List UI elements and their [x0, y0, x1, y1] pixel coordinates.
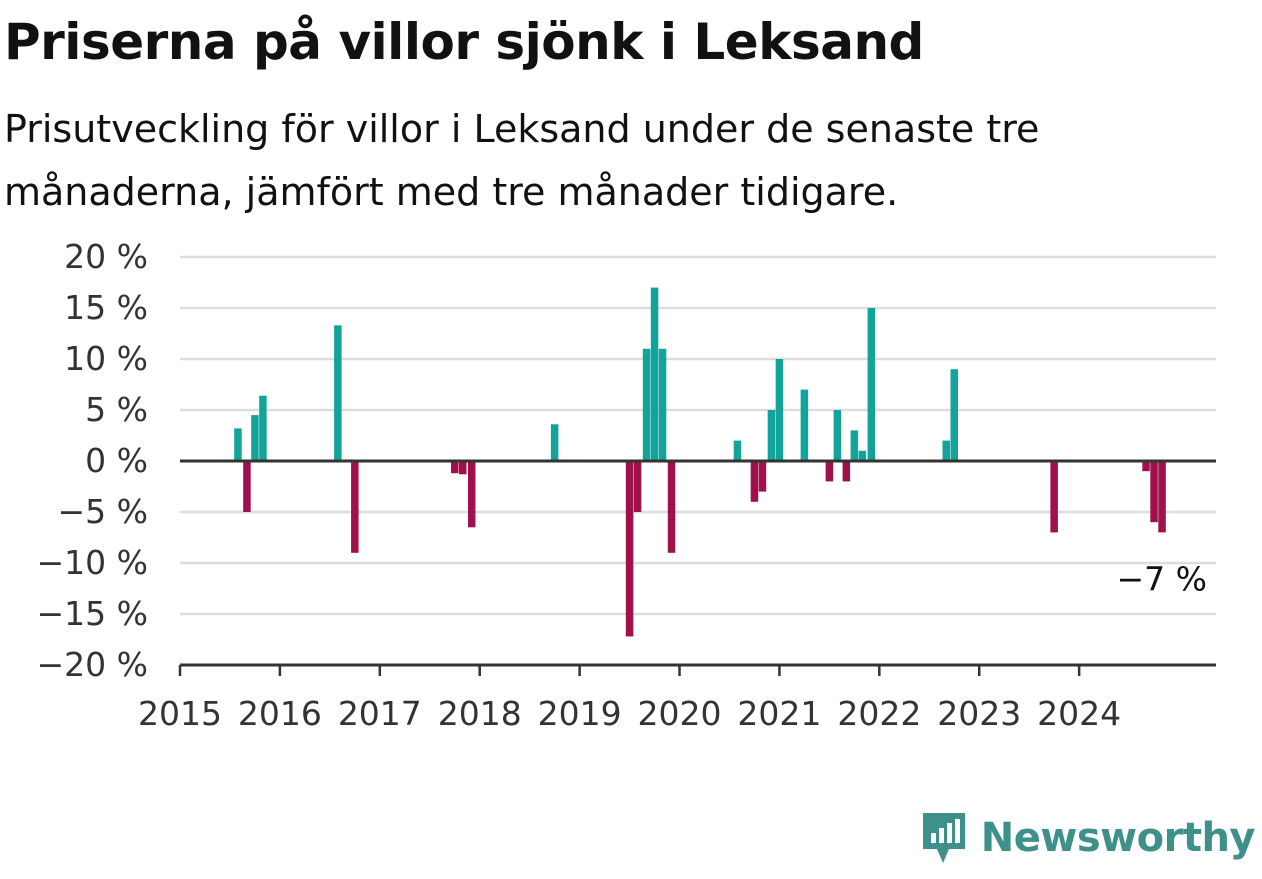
bar: [550, 424, 559, 461]
bar: [467, 461, 476, 528]
x-tick-label: 2016: [238, 694, 322, 733]
bar: [351, 461, 359, 553]
axes: [178, 459, 1216, 676]
bar: [243, 461, 251, 512]
bar: [234, 428, 242, 461]
bar: [775, 359, 784, 461]
bar: [767, 410, 776, 461]
chart-title: Priserna på villor sjönk i Leksand: [4, 13, 924, 71]
x-tick-label: 2022: [837, 694, 921, 733]
brand-name: Newsworthy: [980, 815, 1256, 861]
bar: [950, 369, 959, 461]
bar: [334, 325, 342, 461]
bar: [458, 461, 467, 475]
bars: [234, 287, 1166, 637]
bar: [1142, 461, 1150, 472]
newsworthy-logo-icon: [922, 813, 965, 863]
bar: [850, 430, 859, 461]
latest-value-label: −7 %: [1117, 559, 1208, 598]
y-tick-label: 5 %: [85, 390, 148, 429]
bar: [833, 410, 842, 461]
bar: [642, 348, 651, 461]
x-tick-label: 2019: [538, 694, 622, 733]
y-tick-label: 20 %: [64, 237, 148, 276]
x-tick-label: 2017: [338, 694, 422, 733]
y-tick-label: 15 %: [64, 288, 148, 327]
bar: [800, 389, 809, 461]
bar: [942, 440, 951, 461]
y-tick-label: −10 %: [37, 543, 149, 582]
bar: [1150, 461, 1158, 523]
y-tick-label: −5 %: [58, 492, 149, 531]
y-tick-label: −20 %: [37, 645, 149, 684]
bar: [259, 395, 267, 461]
x-tick-label: 2018: [438, 694, 522, 733]
chart-subtitle: Prisutveckling för villor i Leksand unde…: [4, 107, 1040, 214]
x-tick-label: 2015: [138, 694, 222, 733]
y-tick-label: 0 %: [85, 441, 148, 480]
x-tick-label: 2023: [937, 694, 1021, 733]
y-tick-label: 10 %: [64, 339, 148, 378]
bar: [650, 287, 659, 461]
bar: [1158, 461, 1166, 533]
bar: [750, 461, 759, 502]
bar: [625, 461, 634, 637]
bar: [733, 440, 742, 461]
newsworthy-logo: Newsworthy: [919, 809, 1256, 867]
x-tick-label: 2020: [638, 694, 722, 733]
y-tick-label: −15 %: [37, 594, 149, 633]
bar: [1050, 461, 1058, 533]
bar: [867, 308, 876, 461]
bar: [858, 450, 867, 461]
bar: [842, 461, 851, 482]
bar: [633, 461, 642, 512]
bar: [758, 461, 767, 492]
tick-labels: 20 % 15 % 10 % 5 % 0 % −5 % −10 % −15 % −20 % 201…: [37, 237, 1208, 733]
x-tick-label: 2024: [1037, 694, 1121, 733]
bar: [825, 461, 834, 482]
bar: [450, 461, 459, 474]
bar: [251, 415, 259, 461]
bar: [667, 461, 676, 553]
bar: [658, 348, 667, 461]
x-tick-label: 2021: [737, 694, 821, 733]
